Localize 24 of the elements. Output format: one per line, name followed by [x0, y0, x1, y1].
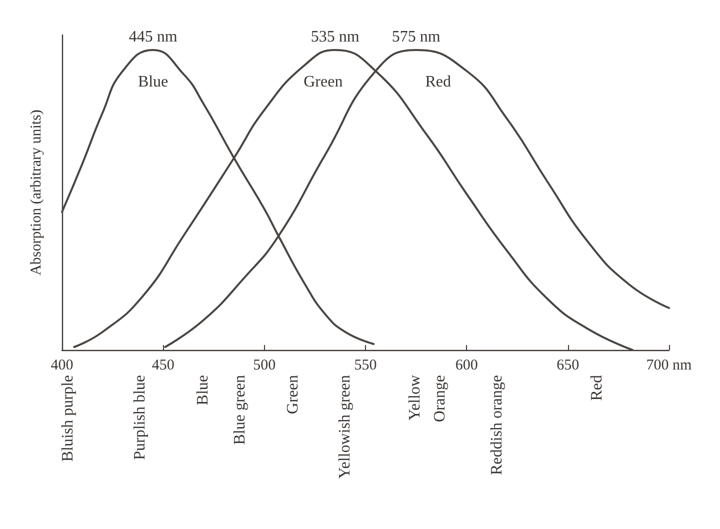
series-label: Red — [425, 74, 451, 90]
text: Yellowish green — [336, 375, 354, 479]
annotation: 575 nm — [392, 28, 441, 46]
text: Blue green — [232, 375, 248, 445]
y-axis-title: Absorption (arbitrary units) — [28, 110, 44, 276]
x-tick-label: 700 nm — [646, 358, 692, 374]
series-label: Green — [304, 74, 343, 90]
x-tick-label: 400 — [50, 358, 74, 374]
text: Green — [284, 375, 302, 414]
text: Reddish orange — [488, 375, 506, 475]
x-tick-label: 500 — [253, 358, 276, 374]
x-tick-label: 450 — [152, 358, 174, 374]
series-label: Blue — [138, 74, 168, 90]
x-tick-label: 600 — [455, 358, 478, 374]
annotation: 535 nm — [310, 28, 360, 46]
x-tick-label: 550 — [354, 358, 377, 374]
text: Red — [588, 375, 606, 401]
text: Yellow — [406, 374, 424, 420]
text: Bluish purple — [60, 375, 76, 462]
x-tick-label: 650 — [556, 358, 580, 374]
text: Purplish blue — [132, 375, 148, 460]
text: Orange — [432, 375, 448, 422]
text: Blue — [194, 375, 212, 406]
annotation: 445 nm — [128, 28, 178, 46]
